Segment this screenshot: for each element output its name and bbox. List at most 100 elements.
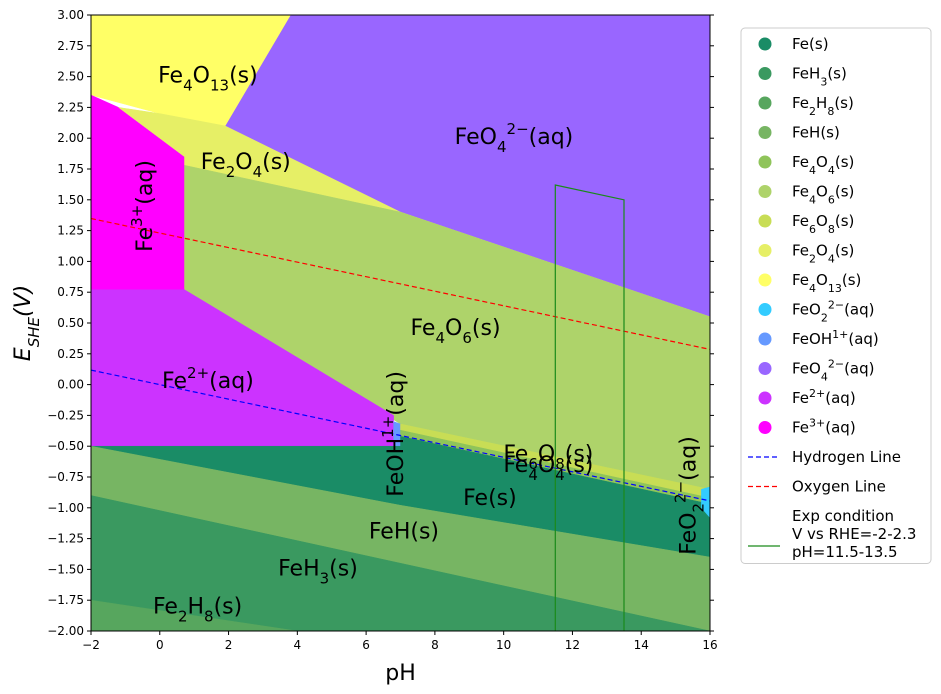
label-fe4o6: Fe4O6(s) [410,316,500,347]
legend-label: FeO22−(aq) [792,298,874,324]
legend-label: Fe4O6(s) [792,183,854,207]
legend-entry: FeH(s) [758,124,840,142]
y-tick-label: 0.00 [57,378,84,392]
x-tick-label: 12 [565,638,580,652]
label-feh: FeH(s) [369,519,439,544]
legend-marker [758,67,772,80]
x-tick-label: 4 [294,638,302,652]
x-axis-ticks: −2 0 2 4 6 8 10 12 14 16 [82,631,718,652]
y-tick-label: −0.25 [47,408,84,422]
legend-label: FeO42−(aq) [792,357,874,383]
legend-entry: FeOH1+(aq) [758,328,879,349]
legend-marker [758,37,772,51]
legend-entry: FeH3(s) [758,65,847,89]
label-feh3: FeH3(s) [278,556,358,587]
legend-marker [758,421,772,434]
oxygen-line [91,217,710,350]
y-tick-label: −1.50 [47,562,84,576]
x-tick-label: 2 [225,638,233,652]
legend-entry: Oxygen Line [748,478,886,496]
y-tick-label: −2.00 [47,624,84,638]
legend-label: Exp condition [792,507,894,525]
legend-entry: Fe(s) [758,35,829,53]
x-tick-label: 10 [496,638,511,652]
legend-marker [758,362,772,375]
legend-entry: Fe2O4(s) [758,242,854,266]
hydrogen-line [91,369,710,502]
y-tick-label: −0.50 [47,439,84,453]
label-fe2h8: Fe2H8(s) [153,595,242,626]
legend-label: Fe4O13(s) [792,271,861,295]
legend-marker [758,273,772,287]
legend-marker [758,214,772,228]
y-tick-label: 1.00 [57,254,84,268]
label-fe3-aq: Fe3+(aq) [128,160,159,252]
legend-marker [758,96,772,110]
legend-marker [758,155,772,169]
legend-label: Fe2O4(s) [792,242,854,266]
legend-entry: Fe2+(aq) [758,387,856,408]
label-fe4o4: Fe4O4(s) [503,453,593,484]
legend-marker [758,185,772,198]
label-fe2-aq: Fe2+(aq) [162,364,254,395]
legend-marker [758,244,772,257]
legend: Fe(s) FeH3(s) Fe2H8(s) FeH(s) Fe4O4(s) Fe4O6(… [740,27,932,564]
y-tick-label: −0.75 [47,470,84,484]
legend-marker [758,126,772,139]
legend-entry: FeO42−(aq) [758,357,874,383]
y-tick-label: 2.25 [57,100,84,114]
legend-entry: Fe3+(aq) [758,416,856,437]
legend-entry: Fe2H8(s) [758,94,854,118]
line-layer [91,184,710,631]
label-fe4o13: Fe4O13(s) [158,64,258,95]
x-tick-label: 14 [634,638,649,652]
legend-label: Fe3+(aq) [792,416,856,437]
region-label-layer: Fe4O13(s) FeO42−(aq) Fe2O4(s) Fe3+(aq) Fe4O6… [128,64,707,625]
x-tick-label: 0 [156,638,164,652]
y-tick-label: 0.50 [57,316,84,330]
legend-label: Fe2H8(s) [792,94,854,118]
legend-entry: FeO22−(aq) [758,298,874,324]
y-axis-ticks: −2.00 −1.75 −1.50 −1.25 −1.00 −0.75 −0.50 −0.25… [47,8,714,638]
legend-label: Fe4O4(s) [792,153,854,177]
legend-entry: Hydrogen Line [748,448,901,466]
y-tick-label: 2.50 [57,70,84,84]
label-fe-s: Fe(s) [463,486,517,511]
x-tick-label: 16 [702,638,717,652]
label-feo2-aq: FeO22−(aq) [671,436,707,555]
y-tick-label: −1.00 [47,501,84,515]
legend-label-line: pH=11.5-13.5 [792,543,898,561]
label-fe6o8: Fe6O8(s) [503,442,593,473]
y-tick-label: 1.25 [57,224,84,238]
legend-label: FeH(s) [792,124,840,142]
legend-label: Fe2+(aq) [792,387,856,408]
legend-label: FeH3(s) [792,65,847,89]
legend-marker [758,391,772,405]
y-tick-label: 1.75 [57,162,84,176]
region-feo2-aq [701,486,710,519]
exp-condition [554,184,625,631]
legend-label: FeOH1+(aq) [792,328,879,349]
region-fe2h8 [91,599,298,631]
y-tick-label: 2.00 [57,131,84,145]
label-feo4-aq: FeO42−(aq) [455,120,574,156]
y-tick-label: −1.75 [47,593,84,607]
x-tick-label: −2 [82,638,100,652]
legend-label: Fe6O8(s) [792,212,854,236]
label-fe2o4: Fe2O4(s) [201,150,291,181]
legend-marker [758,332,772,346]
label-feoh-aq: FeOH1+(aq) [379,371,410,497]
legend-label: Fe(s) [792,35,829,53]
legend-entry: Fe6O8(s) [758,212,854,236]
y-tick-label: 1.50 [57,193,84,207]
legend-entry: Fe4O4(s) [758,153,854,177]
y-tick-label: 0.25 [57,347,84,361]
x-tick-label: 8 [431,638,439,652]
legend-entry: Fe4O6(s) [758,183,854,207]
legend-label: Hydrogen Line [792,448,901,466]
legend-entry: Fe4O13(s) [758,271,861,295]
legend-label: Oxygen Line [792,478,886,496]
y-axis-label: ESHE(V) [11,285,43,361]
